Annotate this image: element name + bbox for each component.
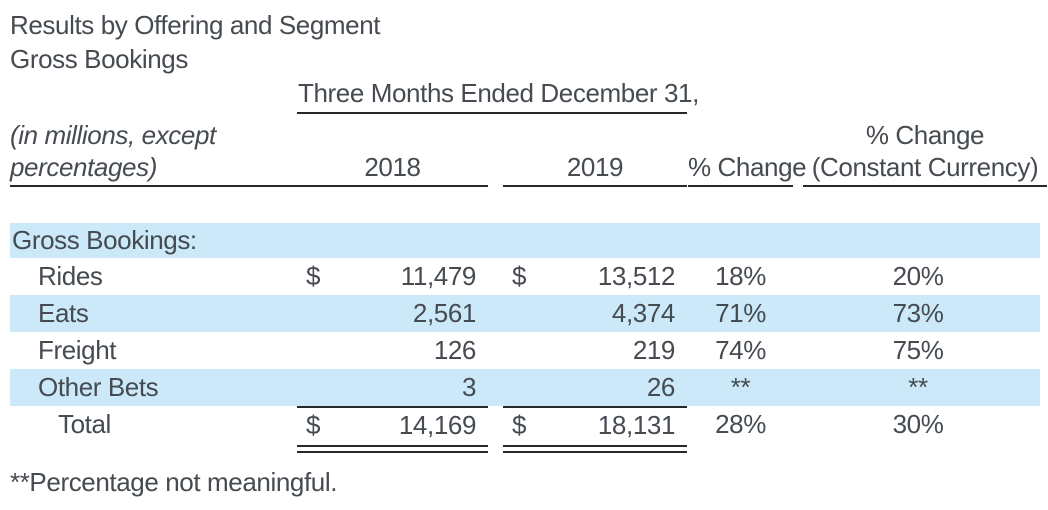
value-2019: 4,374	[611, 298, 675, 328]
table-body: Gross Bookings: Rides $ 11,479 $ 13,512 …	[10, 223, 1040, 453]
table-row-freight: Freight 126 219 74% 75%	[10, 332, 1040, 369]
footnote: **Percentage not meaningful.	[10, 467, 338, 497]
currency-symbol: $	[512, 410, 527, 440]
value-cell-2018: 3	[297, 369, 488, 406]
column-header-2018: 2018	[297, 151, 488, 187]
cc-header-line1: % Change	[865, 120, 985, 150]
column-gap	[10, 445, 297, 453]
value-2019: 18,131	[597, 410, 676, 440]
pct-change-cell: 71%	[715, 298, 766, 328]
value-2019: 13,512	[597, 261, 676, 291]
value-cell-2018: $ 14,169	[297, 406, 488, 443]
period-header: Three Months Ended December 31,	[297, 80, 699, 114]
column-header-2019: 2019	[503, 151, 687, 187]
pct-change-cc-cell: 20%	[892, 261, 944, 291]
value-cell-2018: 2,561	[297, 295, 488, 332]
value-2018: 14,169	[398, 410, 477, 440]
value-2018: 126	[433, 335, 477, 365]
table-row-rides: Rides $ 11,479 $ 13,512 18% 20%	[10, 258, 1040, 295]
value-2018: 2,561	[412, 298, 476, 328]
total-double-rule-row	[10, 445, 1040, 453]
cc-header-line2: (Constant Currency)	[811, 152, 1039, 182]
value-cell-2019: 4,374	[503, 295, 687, 332]
table-period-header-row: Three Months Ended December 31,	[10, 80, 1040, 114]
value-2018: 3	[461, 372, 476, 402]
pct-change-cell: 74%	[715, 335, 766, 365]
pct-change-cc-cell: 30%	[892, 409, 944, 439]
table-row-total: Total $ 14,169 $ 18,131 28% 30%	[10, 406, 1040, 443]
value-cell-2018: 126	[297, 332, 488, 369]
page-title: Results by Offering and Segment	[10, 10, 381, 40]
unit-note-line1: (in millions, except	[10, 120, 216, 150]
table-column-header-row: (in millions, except percentages) 2018 2…	[10, 119, 1047, 187]
column-header-pct-change: % Change	[688, 151, 807, 187]
table-row-other-bets: Other Bets 3 26 ** **	[10, 369, 1040, 406]
pct-change-cell: 18%	[715, 261, 766, 291]
row-label: Total	[58, 409, 111, 439]
unit-note-header: (in millions, except percentages)	[10, 119, 297, 187]
currency-symbol: $	[306, 261, 321, 291]
value-2018: 11,479	[400, 261, 477, 291]
section-header-row: Gross Bookings:	[10, 223, 1040, 258]
currency-symbol: $	[512, 261, 527, 291]
pct-change-cc-cell: **	[908, 372, 928, 402]
row-label: Other Bets	[38, 372, 159, 402]
value-cell-2018: $ 11,479	[297, 258, 488, 295]
value-2019: 219	[632, 335, 676, 365]
value-cell-2019: 26	[503, 369, 687, 406]
pct-change-cell: **	[730, 372, 751, 402]
column-header-pct-change-constant-currency: % Change (Constant Currency)	[803, 119, 1047, 187]
value-cell-2019: $ 13,512	[503, 258, 687, 295]
page-subtitle: Gross Bookings	[10, 44, 188, 74]
row-label: Freight	[38, 335, 117, 365]
value-cell-2019: 219	[503, 332, 687, 369]
value-cell-2019: $ 18,131	[503, 406, 687, 443]
unit-note-line2: percentages)	[10, 152, 157, 182]
row-label: Rides	[38, 261, 103, 291]
section-label: Gross Bookings:	[12, 225, 197, 255]
table-row-eats: Eats 2,561 4,374 71% 73%	[10, 295, 1040, 332]
row-label: Eats	[38, 298, 89, 328]
currency-symbol: $	[306, 410, 321, 440]
value-2019: 26	[646, 372, 676, 402]
double-rule-2018	[297, 445, 488, 453]
pct-change-cell: 28%	[715, 409, 766, 439]
pct-change-cc-cell: 73%	[892, 298, 944, 328]
pct-change-cc-cell: 75%	[892, 335, 944, 365]
column-gap	[488, 445, 503, 453]
double-rule-2019	[503, 445, 687, 453]
